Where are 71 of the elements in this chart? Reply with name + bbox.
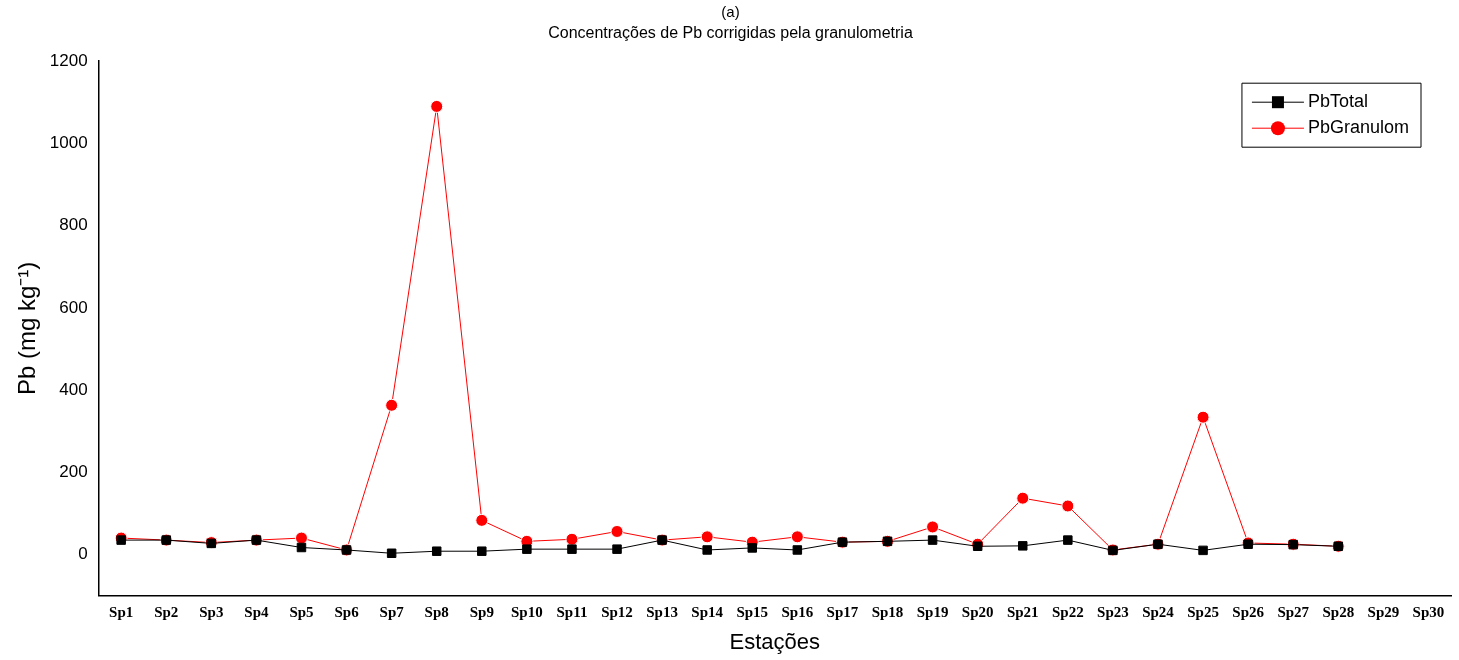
point: [972, 541, 983, 552]
point: [610, 524, 624, 538]
x-tick-label: Sp20: [961, 604, 994, 621]
x-tick-label: Sp5: [289, 604, 314, 621]
x-tick-label: Sp7: [379, 604, 405, 621]
x-tick-label: Sp23: [1097, 604, 1129, 621]
x-tick-label: Sp15: [736, 604, 769, 621]
x-tick-label: Sp19: [916, 604, 949, 621]
x-tick-label: Sp25: [1187, 604, 1219, 621]
x-tick-label: Sp1: [109, 604, 134, 621]
point: [475, 513, 489, 527]
point: [565, 532, 579, 546]
x-tick-label: Sp9: [469, 604, 494, 621]
x-tick-label: Sp17: [826, 604, 859, 621]
point: [926, 520, 940, 534]
x-tick-label: Sp22: [1051, 604, 1084, 621]
x-tick-label: Sp14: [691, 604, 724, 621]
point: [927, 535, 938, 545]
x-tick-label: Sp11: [556, 604, 588, 621]
point: [792, 545, 803, 555]
legend-label: PbGranulom: [1307, 117, 1410, 138]
point: [296, 542, 307, 553]
y-tick-label: 400: [59, 379, 88, 399]
point: [430, 99, 444, 113]
point: [522, 544, 532, 554]
point: [567, 544, 577, 554]
legend-label: PbTotal: [1307, 91, 1368, 112]
y-tick-label: 1000: [49, 133, 88, 153]
x-tick-label: Sp18: [871, 604, 904, 621]
x-tick-label: Sp16: [781, 604, 814, 621]
point: [477, 546, 487, 556]
point: [612, 544, 622, 554]
y-tick-label: 800: [59, 215, 88, 235]
x-tick-label: Sp30: [1412, 604, 1445, 621]
point: [700, 530, 714, 544]
x-tick-label: Sp6: [334, 604, 360, 621]
x-tick-label: Sp10: [511, 604, 543, 621]
y-tick-label: 0: [78, 544, 88, 564]
y-tick-label: 200: [59, 461, 88, 481]
point: [386, 548, 397, 558]
y-tick-label: 600: [59, 297, 88, 317]
point: [747, 543, 758, 553]
point: [1016, 491, 1030, 505]
x-tick-label: Sp12: [601, 604, 633, 621]
point: [1018, 541, 1028, 551]
x-tick-label: Sp8: [424, 604, 449, 621]
point: [702, 545, 712, 555]
point: [790, 530, 804, 544]
x-axis-title: Estações: [729, 628, 821, 654]
x-tick-label: Sp4: [244, 604, 269, 621]
point: [1061, 499, 1075, 513]
x-tick-label: Sp29: [1367, 604, 1400, 621]
x-tick-label: Sp24: [1142, 604, 1175, 621]
x-tick-label: Sp27: [1277, 604, 1310, 621]
chart-title: (a): [721, 3, 740, 21]
x-tick-label: Sp13: [646, 604, 678, 621]
point: [1198, 545, 1208, 556]
point: [385, 398, 399, 412]
y-axis-title: Pb (mg kg⁻¹): [13, 261, 41, 396]
x-tick-label: Sp26: [1232, 604, 1265, 621]
x-tick-label: Sp28: [1322, 604, 1355, 621]
point: [294, 531, 308, 545]
x-tick-label: Sp3: [199, 604, 224, 621]
point: [1196, 410, 1210, 424]
point: [1063, 535, 1073, 545]
x-tick-label: Sp2: [154, 604, 179, 621]
y-tick-label: 1200: [49, 50, 88, 70]
point: [116, 535, 126, 545]
x-tick-label: Sp21: [1006, 604, 1039, 621]
point: [431, 546, 442, 556]
chart-subtitle: Concentrações de Pb corrigidas pela granulometria: [548, 24, 913, 42]
